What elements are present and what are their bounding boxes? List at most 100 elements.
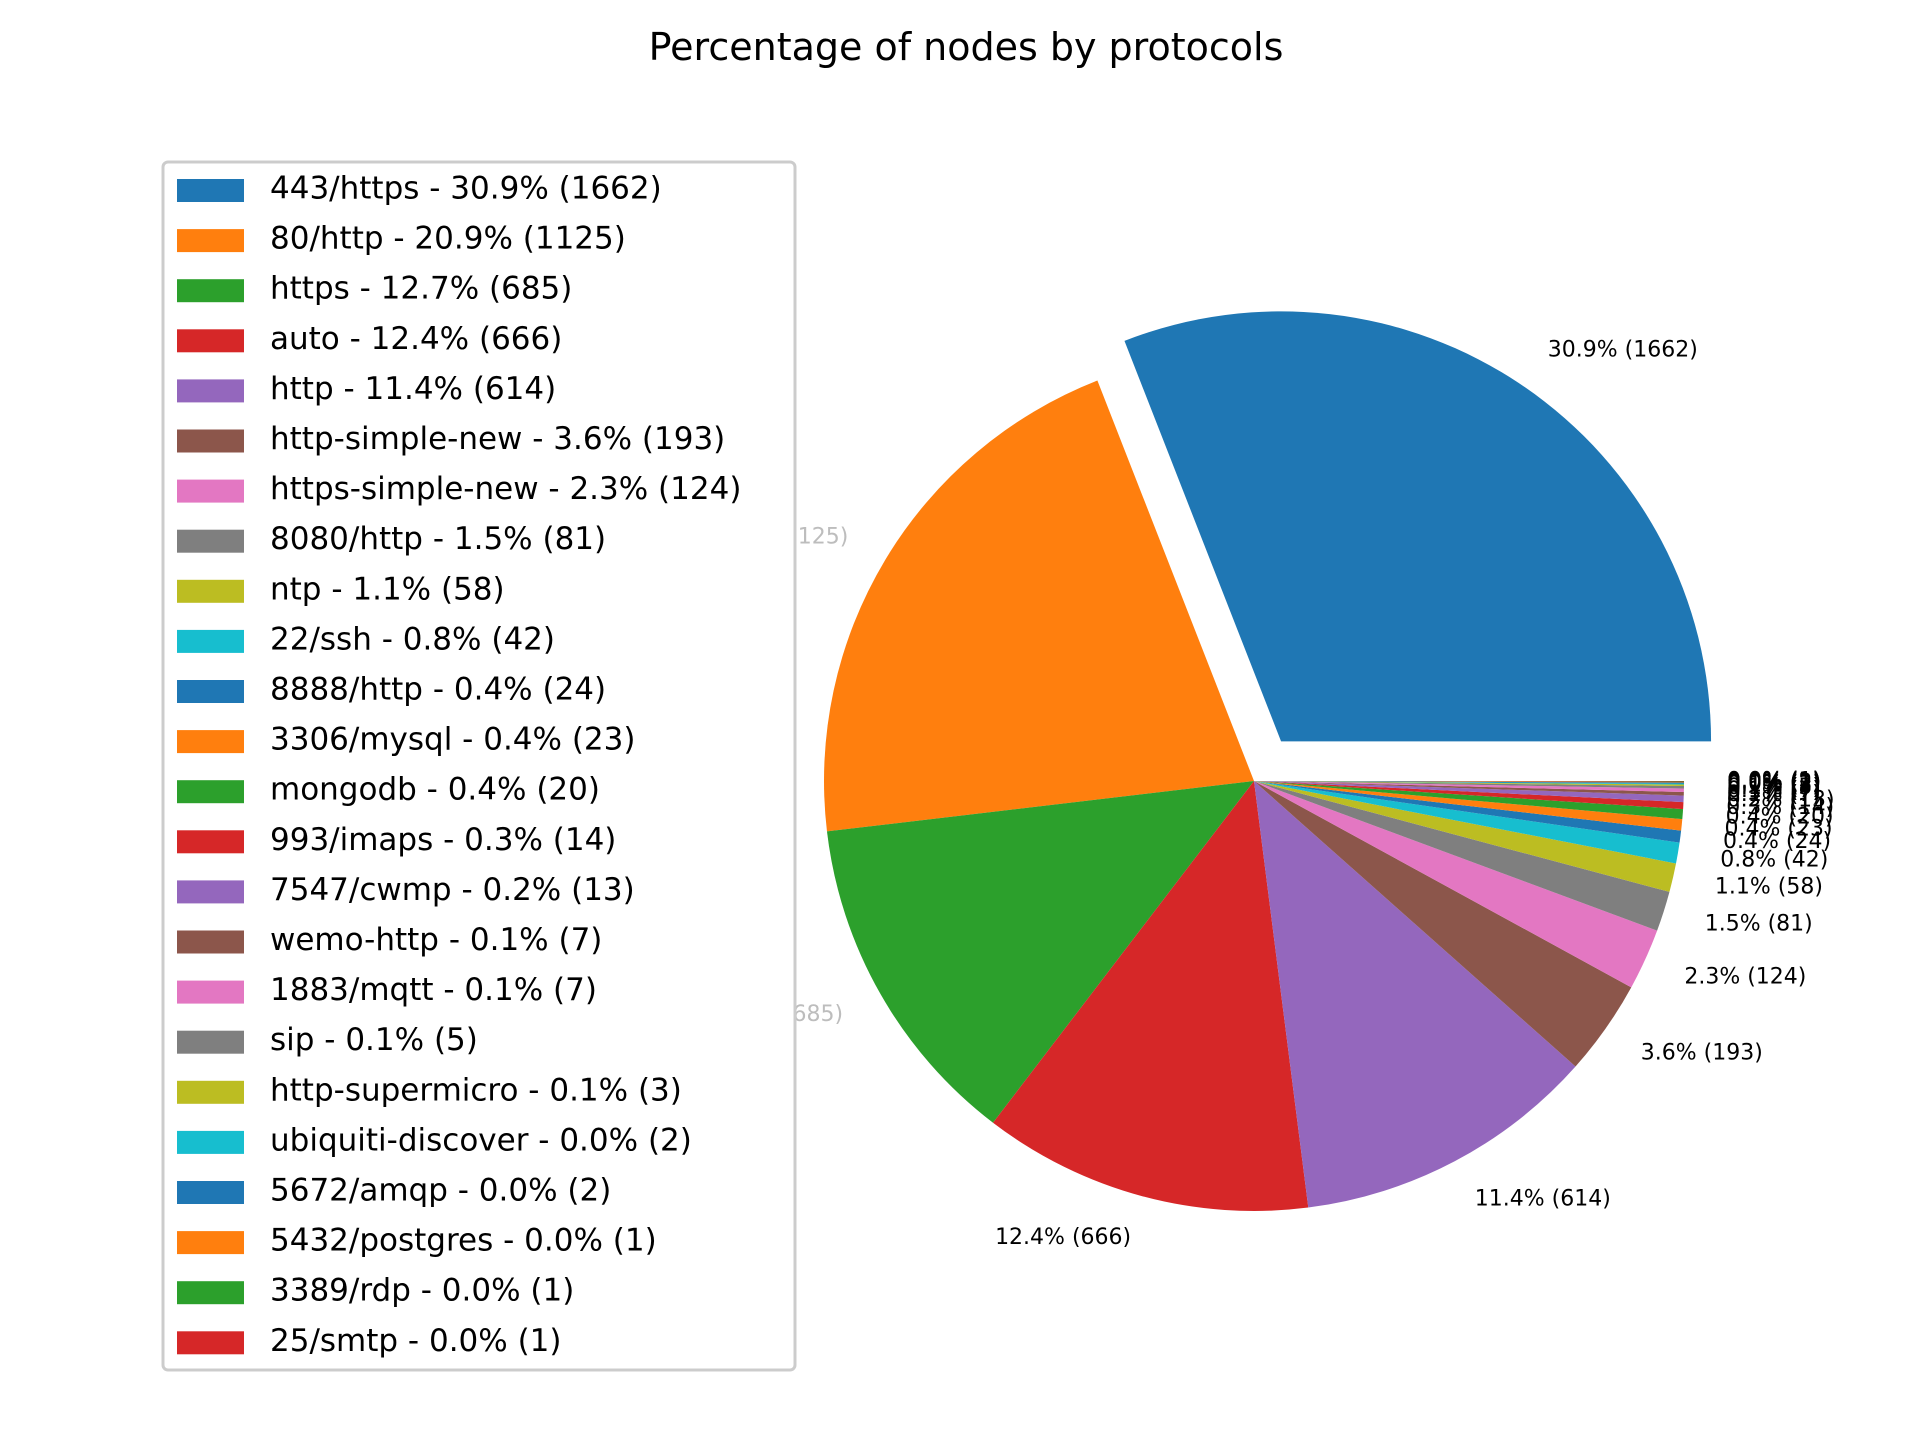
pie-slice-5672-amqp <box>1254 781 1684 784</box>
legend-swatch <box>177 279 244 303</box>
slice-label: 1.5% (81) <box>1705 911 1813 936</box>
legend-swatch <box>177 429 244 453</box>
legend-entry: 5672/amqp - 0.0% (2) <box>270 1173 611 1209</box>
slice-label: 0.0% (1) <box>1727 769 1821 794</box>
legend-entry: ubiquiti-discover - 0.0% (2) <box>270 1122 692 1158</box>
slice-label: 12.4% (666) <box>995 1225 1131 1250</box>
slice-label: 0.3% (14) <box>1726 795 1834 820</box>
legend-swatch <box>177 1181 244 1204</box>
pie-slice-ntp <box>1254 781 1677 892</box>
legend-swatch <box>177 980 244 1004</box>
pie-slice-3306-mysql <box>1254 781 1683 831</box>
legend-entry: mongodb - 0.4% (20) <box>270 772 600 808</box>
legend-swatch <box>177 730 244 754</box>
slice-label: 0.0% (2) <box>1727 771 1821 796</box>
legend-entry: 8888/http - 0.4% (24) <box>270 672 606 708</box>
legend-entry: 80/http - 20.9% (1125) <box>270 221 626 257</box>
slice-label: 11.4% (614) <box>1475 1186 1611 1211</box>
legend-entry: ntp - 1.1% (58) <box>270 571 505 607</box>
pie-slice-8888-http <box>1254 781 1682 843</box>
legend-entry: http - 11.4% (614) <box>270 371 556 407</box>
slice-label: 3.6% (193) <box>1641 1040 1763 1065</box>
legend-entry: 3389/rdp - 0.0% (1) <box>270 1273 574 1309</box>
pie-slice-22-ssh <box>1254 781 1680 864</box>
pie-slice-7547-cwmp <box>1254 781 1684 803</box>
legend-swatch <box>177 1281 244 1305</box>
slice-label: 0.0% (1) <box>1727 768 1821 793</box>
legend-entry: 3306/mysql - 0.4% (23) <box>270 722 635 758</box>
legend-entry: 22/ssh - 0.8% (42) <box>270 621 555 657</box>
legend-swatch <box>177 229 244 253</box>
pie-slice-https <box>826 781 1254 1123</box>
slice-label: 0.4% (23) <box>1725 816 1833 841</box>
slice-label: 0.0% (1) <box>1727 769 1821 794</box>
pie-slice-https-simple-new <box>1254 781 1658 988</box>
legend-frame <box>161 160 797 1372</box>
pie-slice-http <box>1254 781 1576 1208</box>
legend-swatch <box>177 579 244 603</box>
legend-swatch <box>177 930 244 954</box>
slice-label: 0.1% (5) <box>1727 775 1821 800</box>
legend-entry: 443/https - 30.9% (1662) <box>270 171 662 207</box>
pie-slice-sip <box>1254 781 1684 789</box>
slice-label: 0.1% (7) <box>1727 782 1821 807</box>
legend-swatch <box>177 179 244 202</box>
pie-slice-3389-rdp <box>1254 781 1684 783</box>
slice-label: 30.9% (1662) <box>1548 338 1698 363</box>
slice-label: 0.4% (24) <box>1723 829 1831 854</box>
pie-slice-993-imaps <box>1254 781 1684 810</box>
legend-entry: 993/imaps - 0.3% (14) <box>270 822 616 858</box>
legend-swatch <box>177 529 244 553</box>
legend-entry: 8080/http - 1.5% (81) <box>270 521 606 557</box>
pie-slice-wemo-http <box>1254 781 1684 796</box>
slice-label: 0.1% (3) <box>1727 773 1821 798</box>
pie-slice-1883-mqtt <box>1254 781 1684 793</box>
pie-slice-http-supermicro <box>1254 781 1684 787</box>
legend-entry: auto - 12.4% (666) <box>270 321 562 357</box>
legend-swatch <box>177 780 244 804</box>
legend-entry: 7547/cwmp - 0.2% (13) <box>270 872 635 908</box>
slice-label: 0.1% (7) <box>1727 778 1821 803</box>
legend-swatch <box>177 629 244 653</box>
slice-label: 0.2% (13) <box>1727 788 1835 813</box>
legend-swatch <box>177 880 244 904</box>
pie-slice-mongodb <box>1254 781 1684 820</box>
pie-slice-8080-http <box>1254 781 1670 931</box>
legend-swatch <box>177 680 244 703</box>
pie-slice-443-https <box>1124 311 1712 742</box>
legend-entry: https - 12.7% (685) <box>270 271 572 307</box>
legend-swatch <box>177 479 244 503</box>
legend-entry: 25/smtp - 0.0% (1) <box>270 1323 562 1359</box>
legend-items: 443/https - 30.9% (1662) 80/http - 20.9% … <box>177 171 741 1359</box>
legend-swatch <box>177 1130 244 1154</box>
legend-entry: http-supermicro - 0.1% (3) <box>270 1072 682 1108</box>
legend-swatch <box>177 379 244 403</box>
legend-swatch <box>177 1030 244 1054</box>
legend-entry: 1883/mqtt - 0.1% (7) <box>270 972 597 1008</box>
legend-entry: sip - 0.1% (5) <box>270 1022 478 1058</box>
pie-slice-auto <box>993 781 1309 1211</box>
pie-slice-http-simple-new <box>1254 781 1632 1067</box>
slice-label: 1.1% (58) <box>1715 874 1823 899</box>
legend-swatch <box>177 1331 244 1355</box>
slice-label: 0.8% (42) <box>1720 847 1828 872</box>
pie-slice-ubiquiti-discover <box>1254 781 1684 785</box>
pie-slice-25-smtp <box>1254 781 1684 782</box>
legend-swatch <box>177 1231 244 1255</box>
legend-swatch <box>177 830 244 854</box>
legend: 443/https - 30.9% (1662) 80/http - 20.9% … <box>161 160 797 1372</box>
slice-label: 2.3% (124) <box>1684 964 1806 989</box>
pie-slices <box>824 311 1712 1211</box>
pie-slice-5432-postgres <box>1254 781 1684 783</box>
legend-entry: http-simple-new - 3.6% (193) <box>270 421 725 457</box>
legend-entry: 5432/postgres - 0.0% (1) <box>270 1223 657 1259</box>
slice-label: 0.4% (20) <box>1726 804 1834 829</box>
pie-slice-80-http <box>824 380 1254 832</box>
legend-entry: wemo-http - 0.1% (7) <box>270 922 602 958</box>
legend-swatch <box>177 329 244 353</box>
slice-label: 0.0% (2) <box>1727 770 1821 795</box>
chart-title: Percentage of nodes by protocols <box>649 25 1284 69</box>
legend-entry: https-simple-new - 2.3% (124) <box>270 471 741 507</box>
legend-swatch <box>177 1080 244 1104</box>
